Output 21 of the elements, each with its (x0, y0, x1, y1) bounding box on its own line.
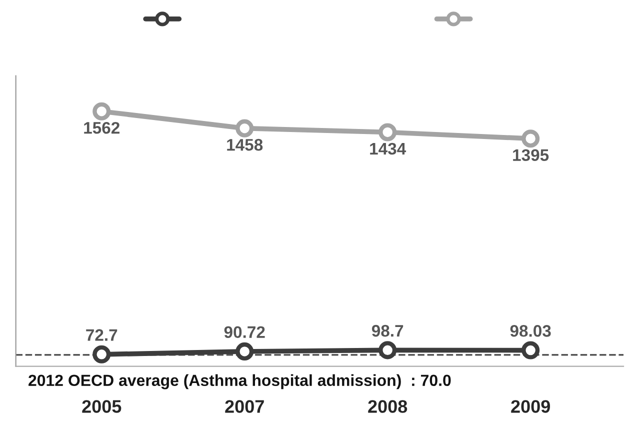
point (236, 342, 254, 360)
ref-line-label: 2012 OECD average (Asthma hospital admission) : 70.0 (28, 374, 451, 390)
point (522, 130, 540, 148)
data-label: 72.7 (86, 329, 118, 341)
point (378, 123, 397, 142)
data-label: 98.03 (510, 325, 551, 337)
data-label: 1434 (370, 142, 406, 155)
data-label: 1395 (513, 149, 549, 162)
data-label: 1562 (84, 122, 120, 134)
x-tick-label: 2008 (368, 400, 408, 413)
point (92, 345, 111, 364)
point (236, 119, 254, 138)
point (522, 341, 540, 360)
point (378, 341, 397, 360)
x-tick-label: 2005 (82, 400, 122, 413)
x-tick-label: 2007 (225, 400, 264, 413)
data-label: 98.7 (372, 324, 404, 337)
x-tick-label: 2009 (511, 400, 550, 413)
data-label: 1458 (227, 138, 263, 151)
data-label: 90.72 (224, 326, 265, 338)
point (92, 102, 111, 120)
